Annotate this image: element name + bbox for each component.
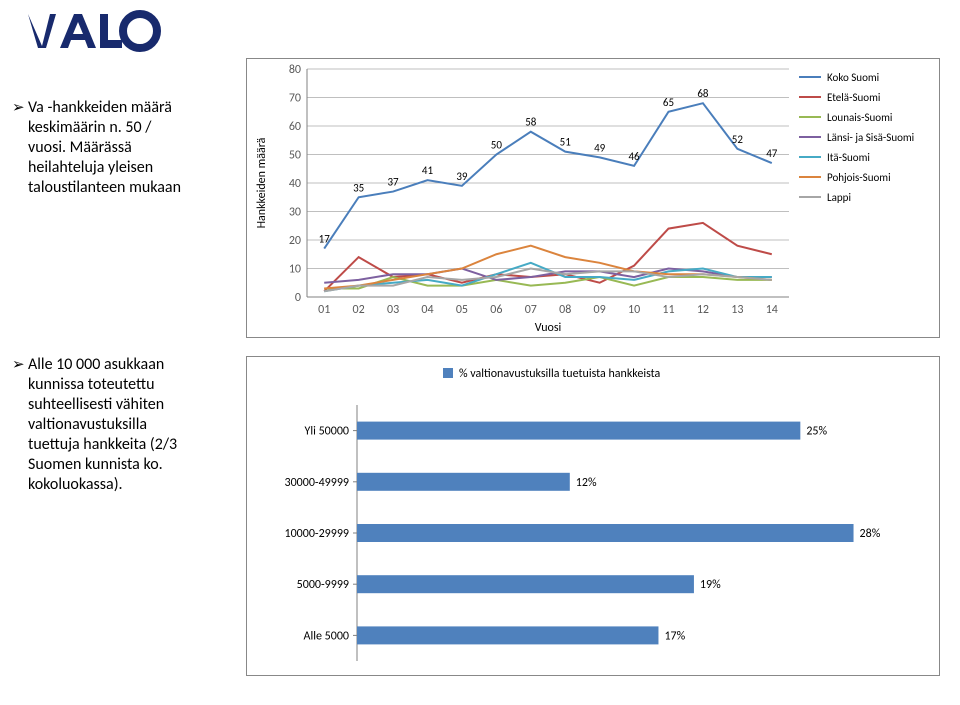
svg-text:47: 47 xyxy=(766,147,778,160)
svg-text:04: 04 xyxy=(421,303,433,317)
svg-text:30000-49999: 30000-49999 xyxy=(285,476,350,490)
svg-text:06: 06 xyxy=(490,303,502,317)
svg-text:5000-9999: 5000-9999 xyxy=(297,578,349,592)
svg-text:50: 50 xyxy=(289,149,301,163)
svg-text:28%: 28% xyxy=(860,527,881,541)
bullet2-line5: valtionavustuksilla xyxy=(28,415,147,434)
svg-text:Koko Suomi: Koko Suomi xyxy=(827,71,879,84)
svg-text:05: 05 xyxy=(456,303,468,317)
svg-text:39: 39 xyxy=(456,170,468,183)
svg-text:19%: 19% xyxy=(700,578,721,592)
svg-text:0: 0 xyxy=(295,291,301,305)
svg-text:50: 50 xyxy=(491,139,503,152)
bullet1-line4: Määrässä xyxy=(70,138,132,157)
svg-text:80: 80 xyxy=(289,63,301,77)
bullet2-line1: Alle 10 000 xyxy=(28,355,100,374)
svg-text:09: 09 xyxy=(594,303,606,317)
svg-text:10000-29999: 10000-29999 xyxy=(285,527,350,541)
svg-text:14: 14 xyxy=(766,303,778,317)
svg-text:03: 03 xyxy=(387,303,399,317)
svg-text:01: 01 xyxy=(318,303,330,317)
bullet2-line9: kokoluokassa). xyxy=(28,475,123,494)
svg-text:58: 58 xyxy=(525,116,537,129)
svg-text:Vuosi: Vuosi xyxy=(535,321,562,335)
line-chart: 0 10 20 30 40 50 60 70 80 01 02 03 04 05 06 07 08 09 10 11 1… xyxy=(246,58,940,338)
bullet1-line1: Va -hankkeiden xyxy=(28,98,127,117)
svg-text:11: 11 xyxy=(662,303,674,317)
svg-text:Hankkeiden määrä: Hankkeiden määrä xyxy=(255,137,269,228)
svg-text:% valtionavustuksilla tuetuist: % valtionavustuksilla tuetuista hankkeis… xyxy=(459,367,661,381)
svg-text:02: 02 xyxy=(353,303,365,317)
svg-text:46: 46 xyxy=(628,150,640,163)
svg-text:10: 10 xyxy=(628,303,640,317)
svg-text:35: 35 xyxy=(353,181,364,194)
bullet1-line6: taloustilanteen xyxy=(28,178,125,197)
bullet1-line5: heilahteluja yleisen xyxy=(28,158,153,177)
svg-text:30: 30 xyxy=(289,206,301,220)
svg-text:12%: 12% xyxy=(576,476,597,490)
bullet2-line3: toteutettu xyxy=(88,375,155,394)
bullet-2: Alle 10 000 asukkaan kunnissa toteutettu… xyxy=(28,355,182,495)
svg-text:Länsi- ja Sisä-Suomi: Länsi- ja Sisä-Suomi xyxy=(827,131,914,144)
svg-text:12: 12 xyxy=(697,303,709,317)
svg-text:17: 17 xyxy=(319,233,331,246)
svg-text:Etelä-Suomi: Etelä-Suomi xyxy=(827,91,880,104)
svg-text:37: 37 xyxy=(387,176,399,189)
svg-text:60: 60 xyxy=(289,120,301,134)
svg-text:10: 10 xyxy=(289,263,301,277)
svg-text:40: 40 xyxy=(289,177,301,191)
bullet2-line6: tuettuja hankkeita xyxy=(28,435,146,454)
bullet2-line8: kunnista ko. xyxy=(85,455,163,474)
logo xyxy=(22,8,162,56)
svg-text:Lounais-Suomi: Lounais-Suomi xyxy=(827,111,892,124)
svg-text:65: 65 xyxy=(663,96,674,109)
svg-text:25%: 25% xyxy=(806,425,827,439)
svg-text:49: 49 xyxy=(594,141,606,154)
svg-text:Alle 5000: Alle 5000 xyxy=(304,629,349,643)
bullet1-line7: mukaan xyxy=(129,178,181,197)
svg-text:68: 68 xyxy=(697,87,709,100)
svg-text:Pohjois-Suomi: Pohjois-Suomi xyxy=(827,171,891,184)
bullet-1: Va -hankkeiden määrä keskimäärin n. 50 /… xyxy=(28,98,182,198)
svg-text:70: 70 xyxy=(289,92,301,106)
svg-text:17%: 17% xyxy=(664,629,685,643)
svg-text:13: 13 xyxy=(731,303,743,317)
bar-chart: % valtionavustuksilla tuetuista hankkeis… xyxy=(246,356,940,676)
svg-text:Itä-Suomi: Itä-Suomi xyxy=(827,151,870,164)
bullet2-line4: suhteellisesti vähiten xyxy=(28,395,164,414)
svg-text:51: 51 xyxy=(560,136,572,149)
svg-text:Lappi: Lappi xyxy=(827,191,851,204)
svg-text:52: 52 xyxy=(732,133,744,146)
svg-text:20: 20 xyxy=(289,234,301,248)
svg-text:Yli 50000: Yli 50000 xyxy=(305,425,349,439)
svg-text:41: 41 xyxy=(422,164,434,177)
svg-text:07: 07 xyxy=(525,303,537,317)
svg-text:08: 08 xyxy=(559,303,571,317)
